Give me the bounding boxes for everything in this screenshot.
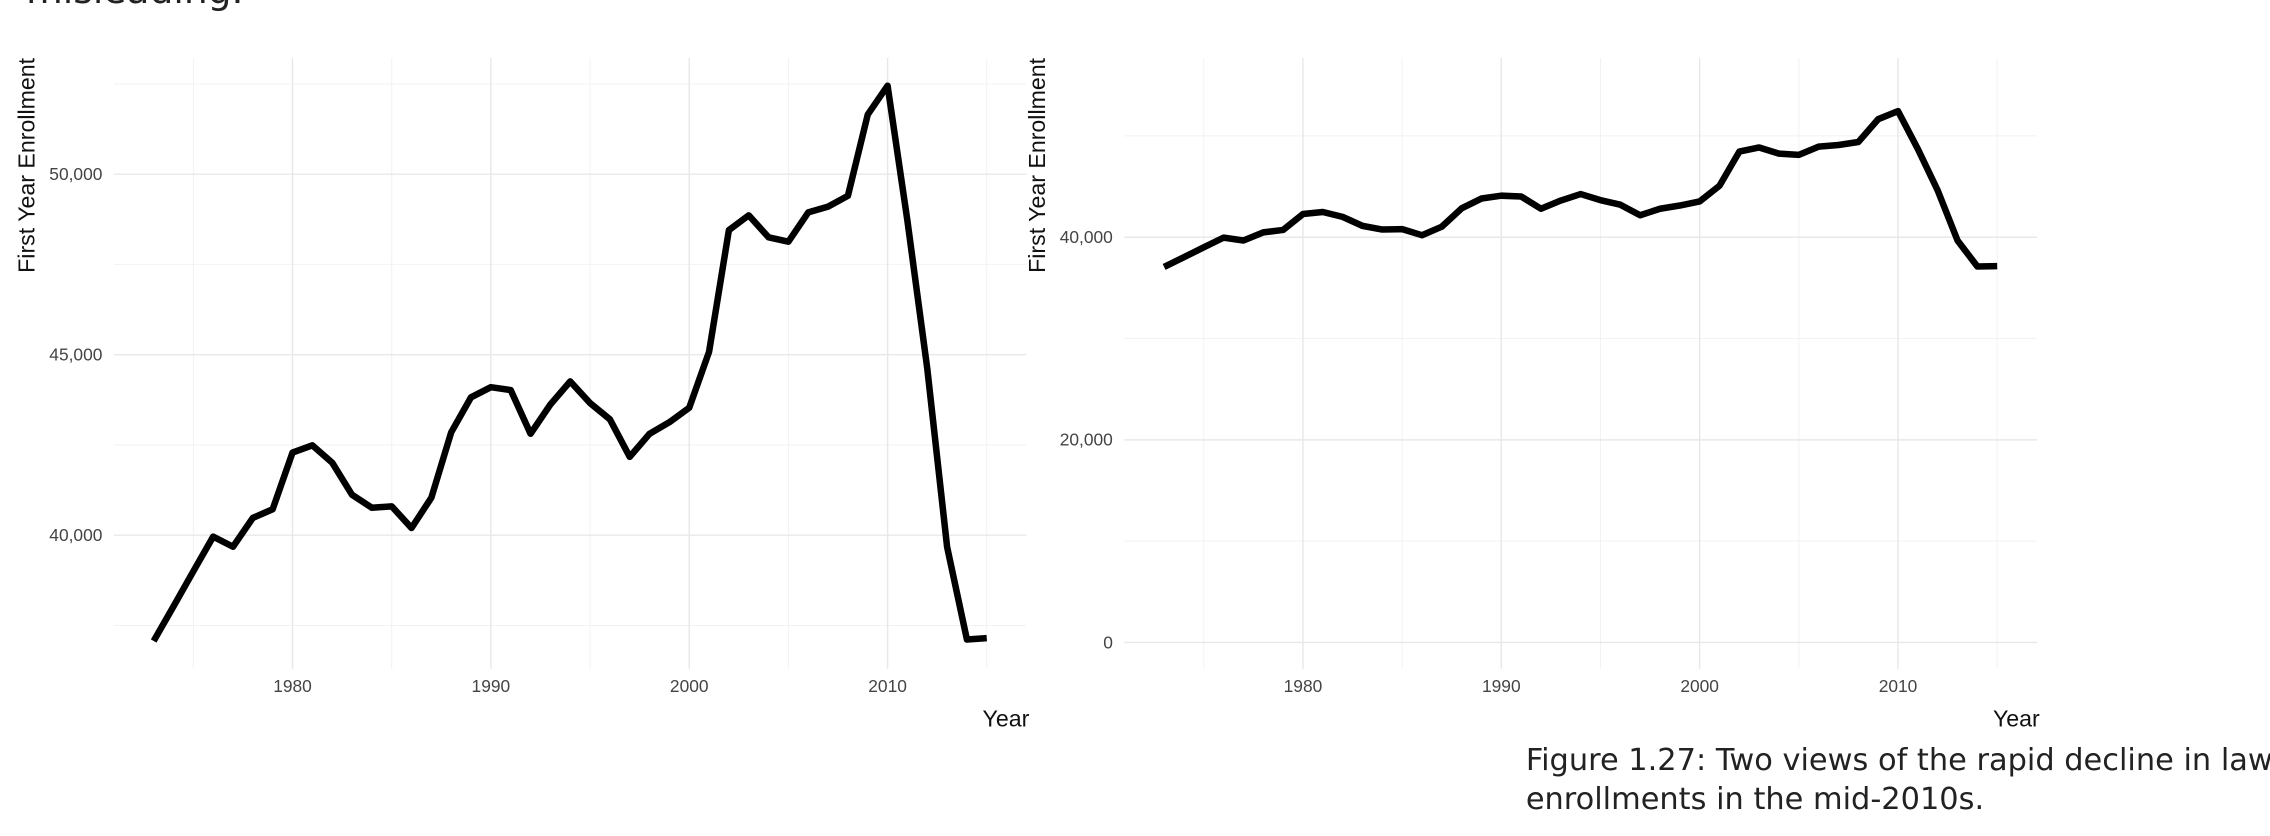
x-tick-label: 2010 <box>868 676 907 696</box>
y-axis-title: First Year Enrollment <box>13 57 39 272</box>
y-tick-label: 40,000 <box>1060 227 1113 247</box>
caption-line: Figure 1.27: Two views of the rapid decl… <box>1526 743 2270 778</box>
x-tick-label: 1990 <box>472 676 511 696</box>
y-tick-label: 20,000 <box>1060 430 1113 450</box>
y-tick-label: 50,000 <box>49 164 102 184</box>
x-tick-label: 2010 <box>1879 676 1918 696</box>
x-tick-label: 1980 <box>273 676 312 696</box>
y-tick-label: 0 <box>1103 632 1113 652</box>
x-axis-title: Year <box>1993 706 2040 732</box>
y-tick-label: 40,000 <box>49 525 102 545</box>
y-tick-label: 45,000 <box>49 344 102 364</box>
line-series <box>150 82 987 643</box>
text-above: misleading. <box>26 0 243 12</box>
caption-line: enrollments in the mid-2010s. <box>1526 782 1984 817</box>
x-tick-label: 1980 <box>1284 676 1323 696</box>
x-tick-label: 2000 <box>1680 676 1719 696</box>
y-axis-title: First Year Enrollment <box>1024 57 1050 272</box>
x-axis-title: Year <box>983 706 1030 732</box>
line-series <box>1162 107 1998 270</box>
x-tick-label: 1990 <box>1482 676 1521 696</box>
x-tick-label: 2000 <box>670 676 709 696</box>
